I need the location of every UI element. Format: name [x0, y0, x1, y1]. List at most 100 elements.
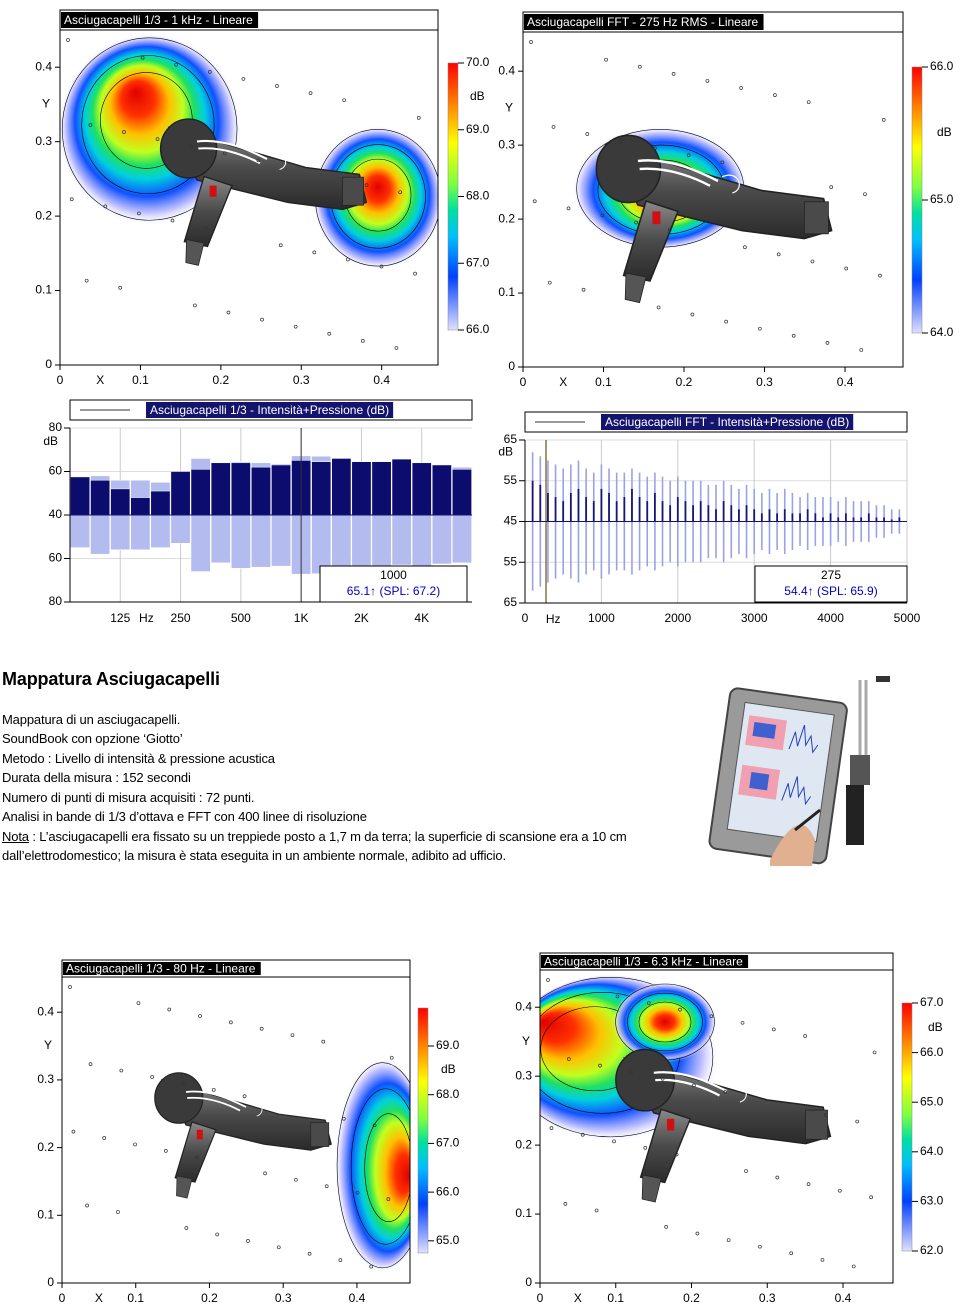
measure-point	[163, 1149, 168, 1153]
y-tick-label: 0	[45, 357, 52, 371]
measure-point	[174, 62, 179, 67]
x-tick-label: 0.2	[201, 1291, 218, 1305]
measure-point	[791, 333, 796, 338]
intensity-bar	[371, 461, 392, 516]
measure-point	[692, 1083, 696, 1088]
measure-point	[416, 116, 421, 120]
measure-point	[810, 259, 815, 264]
x-axis-label: X	[574, 1291, 582, 1305]
y-tick-label: 0.4	[498, 63, 515, 77]
x-tick-label: 0.2	[676, 375, 693, 389]
device-photo	[708, 676, 890, 866]
x-axis-label: X	[95, 1291, 103, 1305]
measure-point	[547, 280, 552, 285]
x-unit: Hz	[546, 612, 561, 626]
cursor-readout: 54.4↑ (SPL: 65.9)	[784, 584, 877, 598]
section-title: Mappatura Asciugacapelli	[2, 669, 220, 689]
measure-point	[775, 1175, 780, 1180]
measure-point	[869, 1195, 873, 1200]
legend-text: Asciugacapelli 1/3 - Intensità+Pressione…	[150, 403, 389, 417]
legend-highlight	[146, 402, 394, 418]
y-tick-label: 0	[525, 1275, 532, 1289]
y-tick-label: 60	[49, 464, 63, 478]
text-line: Numero di punti di misura acquisiti : 72…	[2, 789, 255, 805]
y-tick-label: 0.2	[515, 1137, 532, 1151]
map-title: Asciugacapelli 1/3 - 6.3 kHz - Lineare	[544, 955, 743, 969]
y-tick-label: 0	[508, 359, 515, 373]
measure-point	[321, 1039, 326, 1044]
measure-point	[758, 326, 762, 331]
x-tick-label: 1K	[294, 611, 309, 625]
measure-point	[726, 1238, 731, 1242]
y-axis-label: Y	[42, 97, 50, 111]
color-scale	[447, 62, 459, 331]
x-tick-label: 0.1	[132, 373, 149, 387]
measure-point	[226, 310, 231, 315]
y-unit: dB	[43, 434, 58, 448]
y-tick-label: 0.1	[37, 1207, 54, 1221]
measure-point	[724, 319, 728, 324]
scale-tick-label: 70.0	[466, 55, 490, 69]
scale-tick-label: 64.0	[930, 325, 954, 339]
measure-point	[211, 1087, 216, 1092]
measure-point	[686, 153, 691, 158]
measure-point	[671, 72, 676, 76]
intensity-bar	[351, 461, 372, 516]
intensity-bar	[110, 488, 131, 516]
measure-point	[615, 994, 620, 999]
measure-point	[312, 250, 317, 255]
title-highlight	[63, 962, 261, 975]
measure-point	[652, 146, 657, 151]
scale-tick-label: 67.0	[466, 255, 490, 269]
scale-tick-label: 66.0	[930, 59, 954, 73]
measure-point	[263, 1171, 267, 1176]
y-tick-label: 0.4	[35, 59, 52, 73]
scale-tick-label: 62.0	[920, 1243, 944, 1257]
measure-point	[275, 84, 279, 88]
measure-point	[825, 340, 830, 345]
measure-point	[660, 1076, 665, 1081]
measure-point	[184, 1226, 189, 1230]
measure-point	[290, 1033, 295, 1038]
measure-point	[88, 1062, 93, 1066]
note: Nota : L’asciugacapelli era fissato su u…	[2, 827, 708, 866]
measure-point	[829, 185, 834, 189]
text-line: Mappatura di un asciugacapelli.	[2, 711, 181, 727]
measure-point	[372, 1123, 377, 1128]
map-title: Asciugacapelli FFT - 275 Hz RMS - Linear…	[527, 15, 759, 29]
measure-point	[307, 1251, 312, 1256]
measure-point	[167, 1007, 172, 1012]
y-tick-label: 0.1	[515, 1206, 532, 1220]
plot-frame	[522, 31, 904, 368]
contour-line	[350, 1088, 410, 1245]
measure-point	[140, 55, 145, 60]
measure-point	[529, 40, 533, 44]
measure-point	[150, 1075, 154, 1079]
measure-point	[634, 220, 638, 225]
measure-point	[643, 1146, 648, 1150]
measure-point	[837, 1188, 842, 1193]
x-tick-label: 5000	[894, 611, 921, 625]
x-tick-label: 4000	[817, 611, 844, 625]
measure-point	[308, 91, 313, 95]
pressure-bar	[311, 514, 332, 574]
x-unit: Hz	[139, 611, 154, 625]
measure-point	[855, 1119, 860, 1124]
x-tick-label: 125	[110, 611, 130, 625]
intensity-bar	[190, 469, 211, 516]
y-tick-label: 0.3	[35, 134, 52, 148]
color-scale	[911, 66, 923, 334]
scale-tick-label: 67.0	[436, 1136, 460, 1150]
measure-point	[806, 1182, 811, 1186]
x-axis-label: X	[559, 375, 567, 389]
intensity-blob	[312, 126, 438, 270]
measure-point	[341, 1116, 346, 1121]
text-line: SoundBook con opzione ‘Giotto’	[2, 731, 183, 746]
scale-tick-label: 66.0	[466, 322, 490, 336]
title-highlight	[524, 14, 764, 30]
note-text: : L’asciugacapelli era fissato su un tre…	[2, 828, 627, 864]
y-tick-label: 40	[49, 507, 63, 521]
intensity-bar	[331, 458, 352, 516]
y-tick-label: 0	[47, 1275, 54, 1289]
